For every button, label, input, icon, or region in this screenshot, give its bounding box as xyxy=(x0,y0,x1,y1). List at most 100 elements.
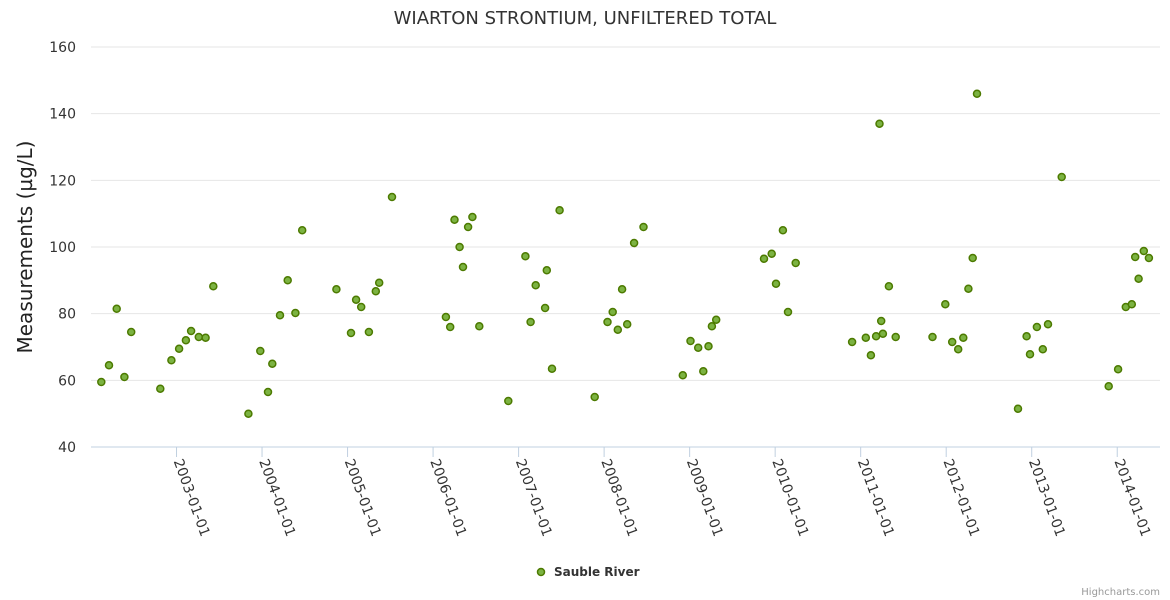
data-point-0-49[interactable] xyxy=(617,285,627,294)
data-point-0-36[interactable] xyxy=(475,322,484,331)
data-point-0-60[interactable] xyxy=(759,254,769,263)
data-point-0-8[interactable] xyxy=(181,336,191,345)
data-point-0-71[interactable] xyxy=(876,316,886,326)
data-point-0-30[interactable] xyxy=(445,322,455,332)
data-point-0-10[interactable] xyxy=(194,332,204,342)
data-point-0-70[interactable] xyxy=(875,119,884,128)
data-point-0-33[interactable] xyxy=(458,262,468,272)
data-point-0-44[interactable] xyxy=(555,206,564,215)
credits-link[interactable]: Highcharts.com xyxy=(1081,587,1160,598)
data-point-0-22[interactable] xyxy=(346,328,356,338)
data-point-0-34[interactable] xyxy=(463,222,473,232)
data-point-0-27[interactable] xyxy=(374,278,384,287)
data-point-0-54[interactable] xyxy=(686,336,695,346)
data-point-0-19[interactable] xyxy=(291,308,300,318)
data-point-0-77[interactable] xyxy=(947,337,957,347)
data-point-0-26[interactable] xyxy=(371,287,381,296)
data-point-0-64[interactable] xyxy=(783,307,793,317)
data-point-0-24[interactable] xyxy=(356,302,366,312)
data-point-0-18[interactable] xyxy=(283,276,292,285)
data-point-0-73[interactable] xyxy=(884,282,894,291)
data-point-0-13[interactable] xyxy=(244,409,253,418)
data-point-0-31[interactable] xyxy=(450,215,459,224)
data-point-0-76[interactable] xyxy=(941,300,950,309)
data-point-0-35[interactable] xyxy=(468,212,477,222)
data-point-0-0[interactable] xyxy=(97,377,106,387)
data-point-0-68[interactable] xyxy=(866,351,876,360)
data-point-0-38[interactable] xyxy=(521,252,530,261)
data-point-0-78[interactable] xyxy=(953,345,963,354)
data-point-0-66[interactable] xyxy=(847,337,857,347)
data-point-0-40[interactable] xyxy=(531,281,540,290)
data-point-0-39[interactable] xyxy=(526,317,535,327)
data-point-0-25[interactable] xyxy=(364,327,374,337)
data-point-0-81[interactable] xyxy=(968,253,977,263)
data-point-0-55[interactable] xyxy=(693,343,703,352)
data-point-0-94[interactable] xyxy=(1130,252,1140,262)
data-point-0-97[interactable] xyxy=(1144,253,1154,263)
data-point-0-62[interactable] xyxy=(771,279,781,288)
data-point-0-42[interactable] xyxy=(542,266,552,275)
data-point-0-51[interactable] xyxy=(629,238,639,248)
data-point-0-75[interactable] xyxy=(928,332,937,342)
data-point-0-2[interactable] xyxy=(112,304,121,313)
data-point-0-83[interactable] xyxy=(1013,404,1023,413)
data-point-0-56[interactable] xyxy=(699,367,708,376)
data-point-0-96[interactable] xyxy=(1139,246,1149,256)
data-point-0-58[interactable] xyxy=(707,322,717,331)
data-point-0-74[interactable] xyxy=(891,332,900,342)
data-point-0-89[interactable] xyxy=(1057,172,1066,182)
data-point-0-1[interactable] xyxy=(104,361,114,370)
data-point-0-87[interactable] xyxy=(1038,345,1048,354)
data-point-0-52[interactable] xyxy=(639,222,648,232)
data-point-0-91[interactable] xyxy=(1113,365,1123,374)
data-point-0-32[interactable] xyxy=(455,242,464,252)
data-point-0-67[interactable] xyxy=(861,333,871,342)
data-point-0-37[interactable] xyxy=(504,396,513,406)
data-point-0-6[interactable] xyxy=(167,356,176,365)
data-point-0-15[interactable] xyxy=(263,387,273,397)
data-point-0-48[interactable] xyxy=(613,325,623,334)
data-point-0-88[interactable] xyxy=(1043,320,1053,329)
data-point-0-93[interactable] xyxy=(1127,300,1137,309)
data-point-0-21[interactable] xyxy=(332,285,341,294)
data-point-0-79[interactable] xyxy=(959,333,968,342)
data-point-0-82[interactable] xyxy=(972,89,982,98)
data-point-0-61[interactable] xyxy=(767,249,776,258)
data-point-0-29[interactable] xyxy=(441,312,451,322)
data-point-0-41[interactable] xyxy=(540,303,550,313)
data-point-0-95[interactable] xyxy=(1134,274,1143,283)
data-point-0-16[interactable] xyxy=(268,359,277,368)
legend[interactable]: Sauble River xyxy=(536,565,640,579)
data-point-0-43[interactable] xyxy=(547,364,557,373)
data-point-0-65[interactable] xyxy=(791,258,800,268)
data-point-0-86[interactable] xyxy=(1032,322,1042,332)
data-point-0-12[interactable] xyxy=(209,282,218,291)
data-point-0-5[interactable] xyxy=(156,384,165,393)
data-point-0-45[interactable] xyxy=(590,392,599,402)
data-point-0-28[interactable] xyxy=(387,192,397,202)
data-point-0-23[interactable] xyxy=(351,295,361,304)
data-point-0-63[interactable] xyxy=(778,226,788,235)
data-point-0-14[interactable] xyxy=(256,346,265,356)
legend-label-sauble-river[interactable]: Sauble River xyxy=(554,565,640,579)
data-point-0-50[interactable] xyxy=(622,320,632,329)
data-point-0-11[interactable] xyxy=(201,333,210,342)
data-point-0-90[interactable] xyxy=(1104,382,1113,391)
data-point-0-46[interactable] xyxy=(603,317,612,327)
data-point-0-20[interactable] xyxy=(297,226,307,235)
data-point-0-9[interactable] xyxy=(186,326,196,336)
data-point-0-3[interactable] xyxy=(120,372,129,382)
data-point-0-4[interactable] xyxy=(126,327,136,337)
data-point-0-17[interactable] xyxy=(275,311,285,320)
data-point-0-47[interactable] xyxy=(608,307,617,317)
data-point-0-59[interactable] xyxy=(711,315,721,324)
data-point-0-69[interactable] xyxy=(871,332,881,341)
data-point-0-85[interactable] xyxy=(1025,350,1035,359)
data-point-0-84[interactable] xyxy=(1022,332,1031,341)
data-point-0-7[interactable] xyxy=(174,344,184,353)
data-point-0-80[interactable] xyxy=(964,284,973,293)
data-point-0-57[interactable] xyxy=(704,342,713,351)
data-point-0-72[interactable] xyxy=(878,329,888,338)
data-point-0-53[interactable] xyxy=(678,371,688,380)
